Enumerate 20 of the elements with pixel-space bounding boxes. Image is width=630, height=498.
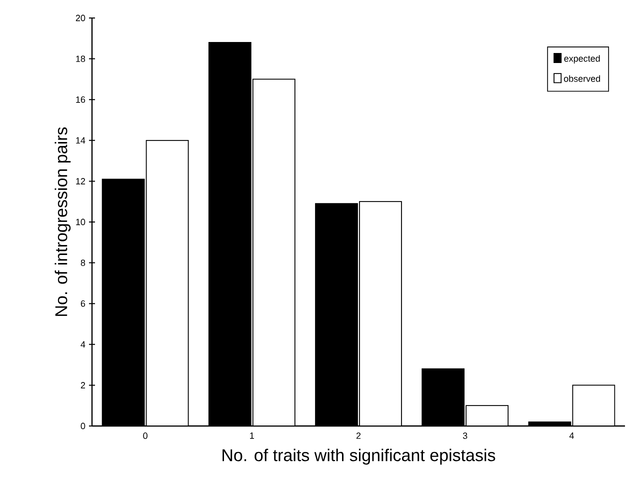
x-tick-label: 3 [462,432,468,439]
y-tick-label: 20 [76,14,86,22]
y-tick-label: 8 [80,260,86,266]
y-tick-label: 16 [76,96,86,103]
y-tick-label: 12 [76,178,86,184]
x-axis-title: No. of traits with significant epistasis [222,448,496,465]
y-tick-label: 10 [76,218,86,226]
x-tick-label: 0 [143,432,148,439]
x-tick-label: 2 [356,432,361,439]
y-tick-label: 6 [80,300,86,307]
x-tick-label: 4 [569,432,574,439]
y-tick-label: 4 [80,341,86,348]
y-tick-label: 0 [80,422,86,430]
y-tick-label: 14 [76,137,86,144]
x-tick-label: 1 [250,432,254,439]
y-tick-label: 18 [76,56,86,62]
y-tick-label: 2 [80,382,86,388]
y-axis-title: No. of introgression pairs [54,127,71,316]
legend-label: observed [564,75,600,82]
legend-label: expected [564,55,600,64]
